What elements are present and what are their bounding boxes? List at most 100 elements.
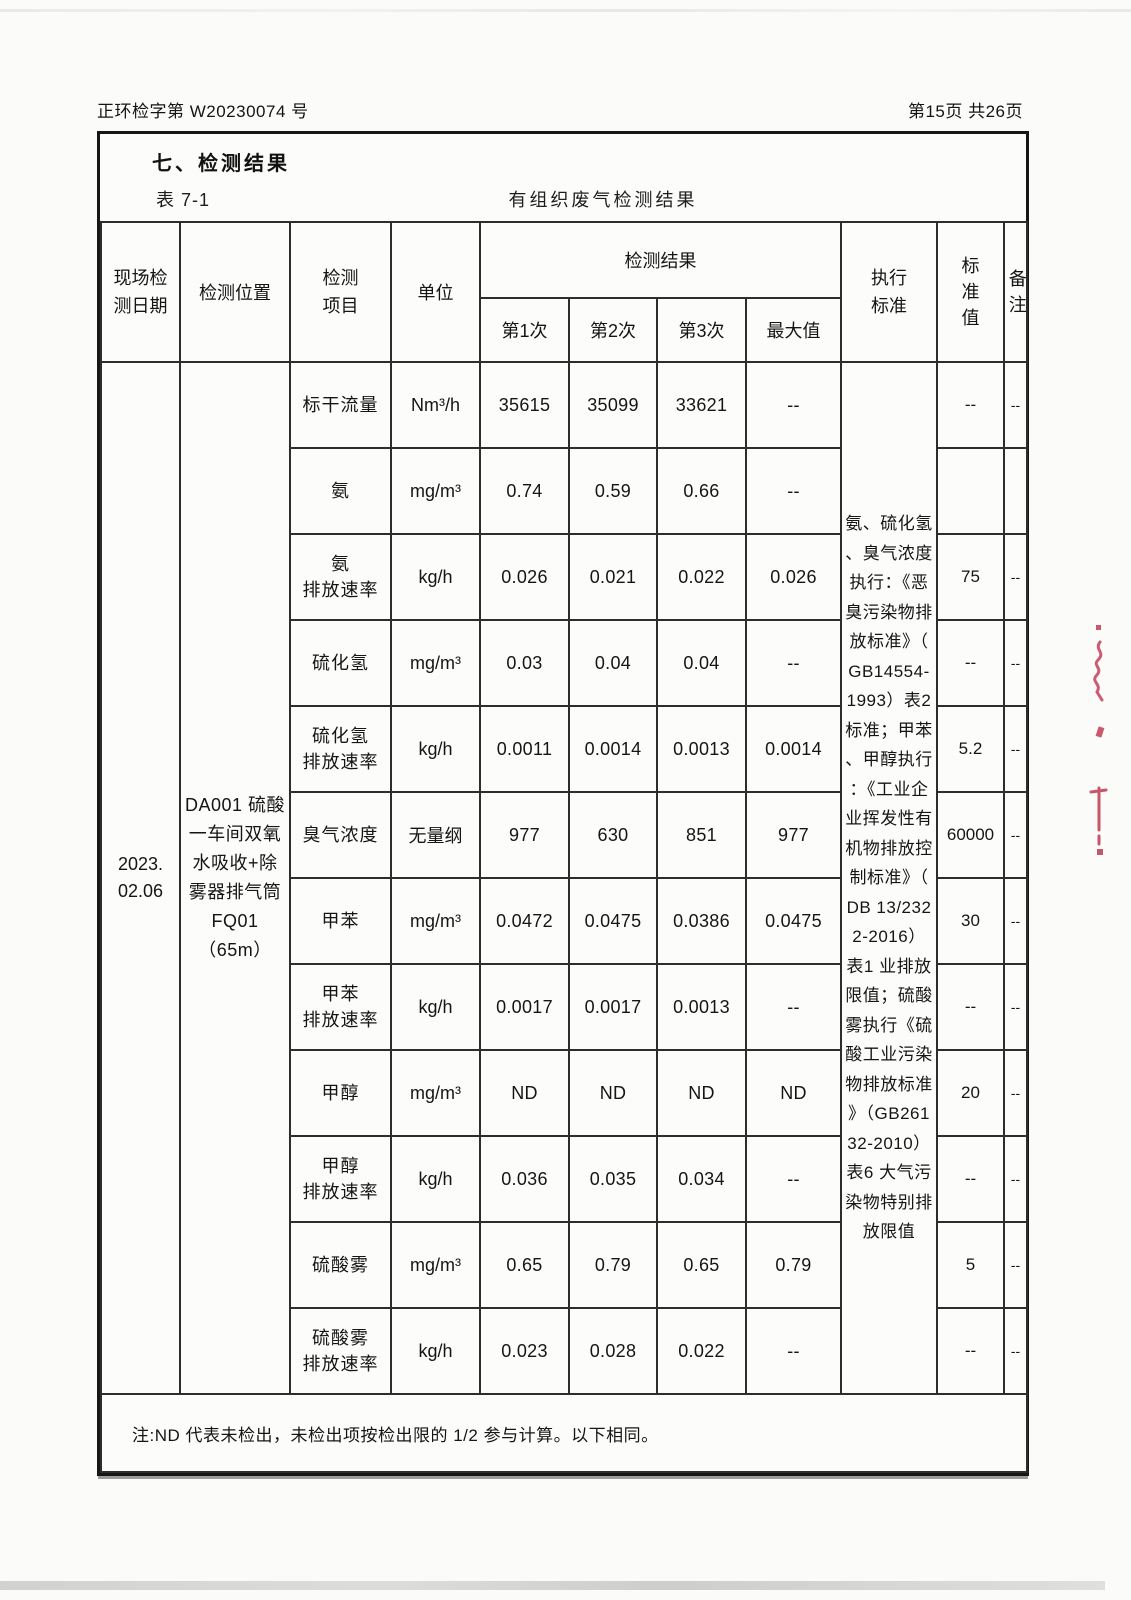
col-header-run1: 第1次	[479, 297, 570, 363]
results-table: 现场检测日期 检测位置 检测项目 单位 检测结果 执行标准 标准值 备注 第1次…	[100, 221, 1028, 1473]
table-row: 甲醇 mg/m³ ND ND ND ND 20 --	[101, 1049, 1028, 1137]
run2-value: 630	[568, 791, 658, 879]
remark-value: --	[1003, 361, 1028, 449]
remark-value: --	[1003, 705, 1028, 793]
col-header-item: 检测项目	[289, 221, 392, 363]
item-unit: kg/h	[390, 963, 481, 1051]
item-name: 甲苯 排放速率	[289, 963, 392, 1051]
run3-value: 33621	[656, 361, 747, 449]
limit-value: --	[936, 619, 1005, 707]
run3-value: 0.66	[656, 447, 747, 535]
item-name: 氨排放速率	[289, 533, 392, 621]
run1-value: 0.0011	[479, 705, 570, 793]
limit-value	[936, 447, 1005, 535]
run1-value: 0.026	[479, 533, 570, 621]
col-header-run3: 第3次	[656, 297, 747, 363]
max-value: --	[745, 1307, 842, 1395]
red-handwriting-fragment	[1089, 786, 1108, 846]
run2-value: 0.0017	[568, 963, 658, 1051]
item-unit: 无量纲	[390, 791, 481, 879]
document-header: 正环检字第 W20230074 号 第15页 共26页	[97, 97, 1023, 122]
run2-value: 0.0014	[568, 705, 658, 793]
limit-value: --	[936, 361, 1005, 449]
sample-date-cell: 2023. 02.06	[100, 361, 181, 1395]
col-header-location: 检测位置	[179, 221, 291, 363]
item-name: 硫酸雾 排放速率	[289, 1307, 392, 1395]
executive-standard-cell: 氨、硫化氢、臭气浓度执行：《恶臭污染物排放标准》（GB14554-1993）表2…	[840, 361, 938, 1395]
item-unit: mg/m³	[390, 1049, 481, 1137]
item-name: 标干流量	[289, 361, 392, 449]
item-unit: kg/h	[390, 1307, 481, 1395]
run2-value: 0.028	[568, 1307, 658, 1395]
max-value: 977	[745, 791, 842, 879]
col-header-max: 最大值	[745, 297, 842, 363]
run2-value: ND	[568, 1049, 658, 1137]
col-header-unit: 单位	[390, 221, 481, 363]
run1-value: 0.03	[479, 619, 570, 707]
max-value: 0.79	[745, 1221, 842, 1309]
remark-value: --	[1003, 1135, 1028, 1223]
limit-value: --	[936, 1135, 1005, 1223]
table-row: 2023. 02.06 DA001 硫酸 一车间双氧 水吸收+除 雾器排气筒 F…	[100, 361, 1028, 1395]
run2-value: 0.79	[568, 1221, 658, 1309]
run1-value: 0.0472	[479, 877, 570, 965]
item-unit: mg/m³	[390, 1221, 481, 1309]
limit-value: 30	[936, 877, 1005, 965]
max-value: 0.026	[745, 533, 842, 621]
table-row: 氨 mg/m³ 0.74 0.59 0.66 --	[101, 447, 1028, 535]
max-value: ND	[745, 1049, 842, 1137]
run1-value: 0.65	[479, 1221, 570, 1309]
run2-value: 0.04	[568, 619, 658, 707]
remark-value: --	[1003, 963, 1028, 1051]
red-stamp-fragment	[1097, 849, 1103, 855]
run3-value: 0.022	[656, 533, 747, 621]
table-row: 甲醇 排放速率 kg/h 0.036 0.035 0.034 -- -- --	[101, 1135, 1028, 1223]
max-value: --	[745, 963, 842, 1051]
run1-value: 0.0017	[479, 963, 570, 1051]
doc-number: 正环检字第 W20230074 号	[97, 102, 309, 121]
run1-value: 0.036	[479, 1135, 570, 1223]
run2-value: 0.59	[568, 447, 658, 535]
remark-value: --	[1003, 791, 1028, 879]
run3-value: 0.65	[656, 1221, 747, 1309]
run3-value: 0.0013	[656, 963, 747, 1051]
remark-value: --	[1003, 1307, 1028, 1395]
item-name: 甲苯	[289, 877, 392, 965]
max-value: --	[745, 619, 842, 707]
report-table-frame: 七、检测结果 表 7-1 有组织废气检测结果 现场检测日期 检测位置 检测项目 …	[97, 131, 1029, 1476]
remark-value	[1003, 447, 1028, 535]
item-unit: mg/m³	[390, 877, 481, 965]
max-value: --	[745, 361, 842, 449]
item-unit: kg/h	[390, 705, 481, 793]
item-name: 硫化氢 排放速率	[289, 705, 392, 793]
max-value: --	[745, 1135, 842, 1223]
item-name: 氨	[289, 447, 392, 535]
item-unit: Nm³/h	[390, 361, 481, 449]
item-name: 甲醇	[289, 1049, 392, 1137]
table-row: 甲苯 排放速率 kg/h 0.0017 0.0017 0.0013 -- -- -…	[101, 963, 1028, 1051]
item-name: 甲醇 排放速率	[289, 1135, 392, 1223]
sample-location-cell: DA001 硫酸 一车间双氧 水吸收+除 雾器排气筒 FQ01 （65m）	[179, 361, 291, 1395]
red-stamp-fragment	[1095, 726, 1105, 738]
run3-value: ND	[656, 1049, 747, 1137]
limit-value: 75	[936, 533, 1005, 621]
run1-value: 35615	[479, 361, 570, 449]
col-header-results-group: 检测结果	[479, 221, 842, 299]
run3-value: 0.034	[656, 1135, 747, 1223]
run2-value: 0.035	[568, 1135, 658, 1223]
footnote: 注:ND 代表未检出，未检出项按检出限的 1/2 参与计算。以下相同。	[100, 1393, 1028, 1473]
col-header-run2: 第2次	[568, 297, 658, 363]
table-caption-row: 表 7-1 有组织废气检测结果	[100, 185, 1026, 221]
scan-artifact-top	[0, 9, 1131, 12]
run3-value: 851	[656, 791, 747, 879]
run3-value: 0.022	[656, 1307, 747, 1395]
remark-value: --	[1003, 877, 1028, 965]
item-name: 硫化氢	[289, 619, 392, 707]
run1-value: 0.023	[479, 1307, 570, 1395]
col-header-limit: 标准值	[936, 221, 1005, 363]
table-row: 硫化氢 排放速率 kg/h 0.0011 0.0014 0.0013 0.0014…	[101, 705, 1028, 793]
item-unit: mg/m³	[390, 619, 481, 707]
col-header-date: 现场检测日期	[100, 221, 181, 363]
limit-value: --	[936, 963, 1005, 1051]
remark-value: --	[1003, 533, 1028, 621]
